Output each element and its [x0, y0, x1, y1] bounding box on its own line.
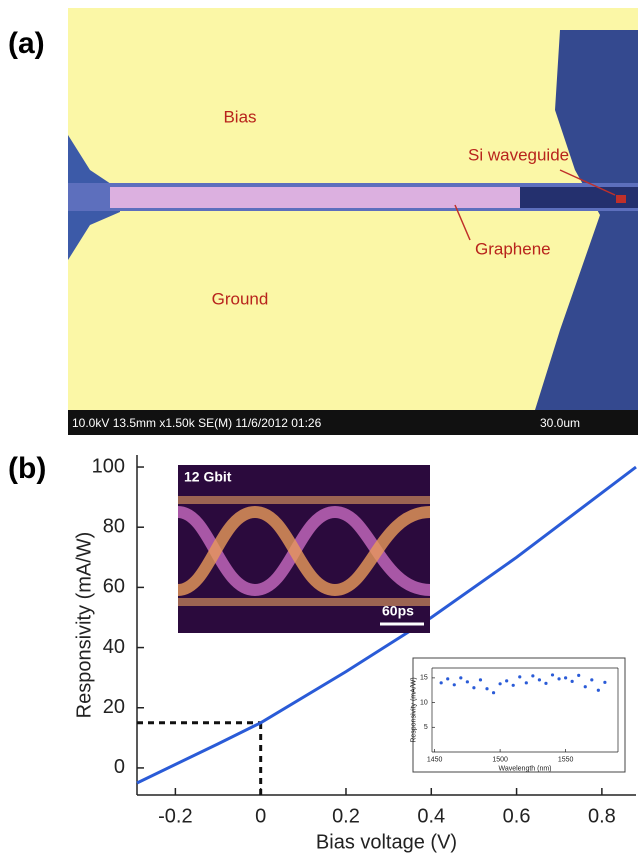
data-point	[603, 681, 606, 684]
eye-scale: 60ps	[382, 603, 414, 619]
data-point	[512, 684, 515, 687]
y-tick-label: 20	[103, 696, 125, 718]
data-point	[492, 691, 495, 694]
eye-title: 12 Gbit	[184, 469, 232, 485]
data-point	[577, 674, 580, 677]
data-point	[485, 687, 488, 690]
label-bias: Bias	[223, 107, 256, 126]
data-point	[551, 673, 554, 676]
scale-text: 30.0um	[540, 416, 580, 430]
x-tick-label: 0.2	[332, 805, 360, 827]
y-tick-label: 0	[114, 756, 125, 778]
x-axis-label: Wavelength (nm)	[498, 766, 551, 773]
x-tick-label: 1450	[427, 757, 443, 764]
x-tick-label: 0	[255, 805, 266, 827]
y-tick-label: 40	[103, 636, 125, 658]
data-point	[544, 682, 547, 685]
page: {"panel_a": {"label": "(a)", "bias": "Bi…	[0, 0, 638, 858]
x-tick-label: -0.2	[158, 805, 192, 827]
info-text: 10.0kV 13.5mm x1.50k SE(M) 11/6/2012 01:…	[72, 416, 322, 430]
data-point	[459, 676, 462, 679]
y-tick-label: 80	[103, 515, 125, 537]
graphene-strip	[110, 187, 520, 208]
y-tick-label: 15	[420, 675, 428, 682]
data-point	[557, 677, 560, 680]
label-graphene: Graphene	[475, 239, 551, 258]
data-point	[531, 674, 534, 677]
x-tick-label: 1550	[558, 757, 574, 764]
inset-box	[413, 658, 625, 772]
panel-label: (a)	[8, 27, 45, 60]
data-point	[518, 675, 521, 678]
y-axis-label: Responsivity (mA/W)	[73, 532, 95, 719]
label-waveguide: Si waveguide	[468, 145, 569, 164]
x-axis-label: Bias voltage (V)	[316, 831, 457, 853]
eye-inset: 12 Gbit 60ps	[178, 465, 430, 633]
data-point	[479, 678, 482, 681]
data-point	[466, 680, 469, 683]
data-point	[453, 683, 456, 686]
y-tick-label: 5	[424, 724, 428, 731]
data-point	[571, 680, 574, 683]
y-tick-label: 60	[103, 576, 125, 598]
x-tick-label: 1500	[492, 757, 508, 764]
data-point	[505, 679, 508, 682]
x-tick-label: 0.4	[417, 805, 445, 827]
data-point	[472, 686, 475, 689]
y-tick-label: 10	[420, 699, 428, 706]
y-axis-label: Responsivity (mA/W)	[411, 677, 418, 742]
data-point	[499, 682, 502, 685]
micrograph: 10.0kV 13.5mm x1.50k SE(M) 11/6/2012 01:…	[68, 8, 638, 435]
panel-label: (b)	[8, 452, 46, 485]
data-point	[597, 689, 600, 692]
x-tick-label: 0.8	[588, 805, 616, 827]
figure: 10.0kV 13.5mm x1.50k SE(M) 11/6/2012 01:…	[0, 0, 638, 858]
data-point	[440, 681, 443, 684]
data-point	[538, 678, 541, 681]
label-ground: Ground	[212, 289, 269, 308]
data-point	[564, 676, 567, 679]
y-tick-label: 100	[92, 455, 125, 477]
x-tick-label: 0.6	[503, 805, 531, 827]
data-point	[584, 685, 587, 688]
data-point	[590, 678, 593, 681]
data-point	[446, 677, 449, 680]
data-point	[525, 681, 528, 684]
marker	[616, 195, 626, 203]
